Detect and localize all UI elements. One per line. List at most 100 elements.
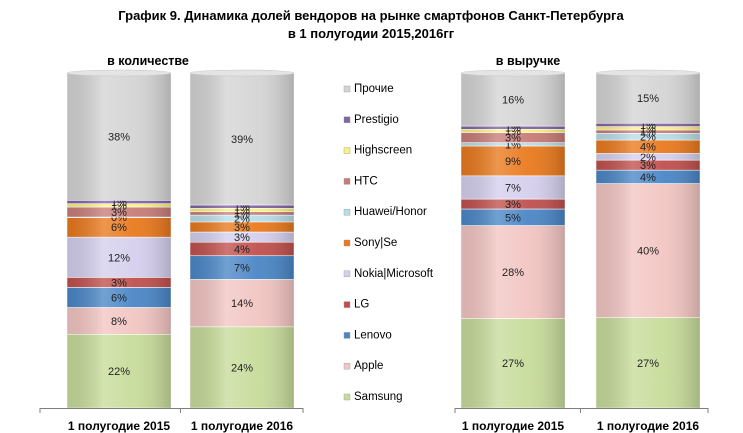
data-label: 4% bbox=[640, 142, 656, 154]
bar-top-cap bbox=[66, 69, 172, 77]
data-label: 16% bbox=[502, 95, 524, 107]
bar-segment-shading bbox=[596, 133, 700, 140]
bar-segment-shading bbox=[596, 160, 700, 171]
bar-segment-shading bbox=[190, 211, 294, 216]
bar-segment-shading bbox=[596, 140, 700, 154]
bar-segment-shading bbox=[461, 132, 565, 143]
bar-top-cap bbox=[189, 69, 295, 77]
bar-segment-shading bbox=[190, 326, 294, 408]
data-label: 7% bbox=[234, 263, 250, 275]
bar-segment-shading bbox=[596, 123, 700, 127]
bar-stack: 27%40%4%3%2%4%2%1%1%1%15% bbox=[595, 69, 701, 409]
legend-item-sony-se: Sony|Se bbox=[343, 237, 397, 249]
bar-segment-shading bbox=[596, 126, 700, 130]
bar-segment-shading bbox=[461, 225, 565, 319]
data-label: 2% bbox=[640, 152, 656, 164]
bar-segment-shading bbox=[461, 73, 565, 127]
bar-segment-shading bbox=[596, 183, 700, 318]
legend-swatch bbox=[343, 393, 351, 401]
data-label: 4% bbox=[234, 244, 250, 256]
x-tick-label: 1 полугодие 2016 bbox=[191, 419, 293, 433]
bar-segment-shading bbox=[67, 307, 171, 335]
bar-segment-shading bbox=[67, 334, 171, 408]
x-tick-label: 1 полугодие 2016 bbox=[597, 419, 699, 433]
legend-swatch bbox=[343, 363, 351, 370]
bar-segment-shading bbox=[190, 204, 294, 209]
data-label: 22% bbox=[108, 366, 130, 378]
legend-item-samsung: Samsung bbox=[343, 391, 403, 403]
bar-segment-shading bbox=[596, 317, 700, 408]
data-label: 6% bbox=[111, 292, 127, 304]
data-label: 9% bbox=[505, 156, 521, 168]
bar-segment-shading bbox=[461, 129, 565, 133]
legend-item-lg: LG bbox=[343, 299, 369, 311]
data-label: 27% bbox=[637, 358, 659, 370]
bar-segment-shading bbox=[461, 126, 565, 130]
data-label: 3% bbox=[505, 199, 521, 211]
bar-top-cap bbox=[460, 69, 566, 77]
data-label: 40% bbox=[637, 246, 659, 258]
data-label: 12% bbox=[108, 252, 130, 264]
legend-label: Apple bbox=[354, 360, 383, 372]
legend-swatch bbox=[343, 85, 351, 93]
bar-segment-shading bbox=[67, 203, 171, 207]
data-label: 3% bbox=[505, 133, 521, 145]
legend-label: Sony|Se bbox=[354, 237, 397, 249]
chart-title-line-2: в 1 полугодии 2015,2016гг bbox=[288, 26, 455, 41]
panel-title: в выручке bbox=[496, 54, 560, 68]
legend-swatch bbox=[343, 147, 351, 154]
x-tick-label: 1 полугодие 2015 bbox=[68, 419, 170, 433]
bar-segment-shading bbox=[596, 129, 700, 134]
legend-label: Samsung bbox=[354, 391, 403, 403]
bar-segment-shading bbox=[190, 232, 294, 243]
legend-swatch bbox=[343, 208, 351, 216]
data-label: 2% bbox=[234, 214, 250, 226]
legend-swatch bbox=[343, 116, 351, 124]
legend-swatch bbox=[343, 239, 351, 247]
data-label: 27% bbox=[502, 358, 524, 370]
data-label: 14% bbox=[231, 298, 253, 310]
legend: Прочие Prestigio Highscreen HTC Huawei/Honor… bbox=[343, 83, 434, 403]
legend-label: HTC bbox=[354, 175, 378, 187]
data-label: 2% bbox=[640, 132, 656, 144]
legend-label: Highscreen bbox=[354, 145, 412, 157]
legend-label: Lenovo bbox=[354, 329, 392, 341]
bar-segment-shading bbox=[461, 142, 565, 146]
legend-label: Huawei/Honor bbox=[354, 206, 427, 218]
legend-item-highscreen: Highscreen bbox=[343, 145, 412, 157]
data-label: 8% bbox=[111, 316, 127, 328]
data-label: 24% bbox=[231, 362, 253, 374]
bar-segment-shading bbox=[67, 217, 171, 238]
panel-title: в количестве bbox=[107, 54, 189, 68]
data-label: 4% bbox=[640, 172, 656, 184]
bar-segment-shading bbox=[67, 217, 171, 218]
bar-segment-shading bbox=[190, 215, 294, 222]
bar-segment-shading bbox=[67, 200, 171, 204]
data-label: 7% bbox=[505, 182, 521, 194]
bar-segment-shading bbox=[461, 199, 565, 209]
chart-title-line-1: График 9. Динамика долей вендоров на рын… bbox=[118, 8, 624, 23]
bar-stack: 22%8%6%3%12%6%0%3%1%1%38% bbox=[66, 69, 172, 409]
bar-segment-shading bbox=[67, 277, 171, 288]
bar-segment-shading bbox=[596, 153, 700, 161]
legend-label: LG bbox=[354, 299, 369, 311]
legend-item-htc: HTC bbox=[343, 175, 378, 187]
legend-label: Prestigio bbox=[354, 114, 399, 126]
bar-segment-shading bbox=[461, 208, 565, 226]
bar-segment-shading bbox=[461, 318, 565, 408]
legend-label: Прочие bbox=[354, 83, 394, 95]
bar-segment-shading bbox=[67, 237, 171, 278]
bar-segment-shading bbox=[190, 242, 294, 256]
bar-segment-shading bbox=[190, 221, 294, 233]
legend-item-prestigio: Prestigio bbox=[343, 114, 399, 126]
bar-segment-shading bbox=[67, 73, 171, 201]
x-tick-label: 1 полугодие 2015 bbox=[462, 419, 564, 433]
data-label: 15% bbox=[637, 93, 659, 105]
bar-stack: 27%28%5%3%7%9%1%3%1%1%16% bbox=[460, 69, 566, 409]
bar-segment-shading bbox=[67, 287, 171, 308]
bar-segment-shading bbox=[190, 279, 294, 327]
bar-segment-shading bbox=[461, 145, 565, 176]
